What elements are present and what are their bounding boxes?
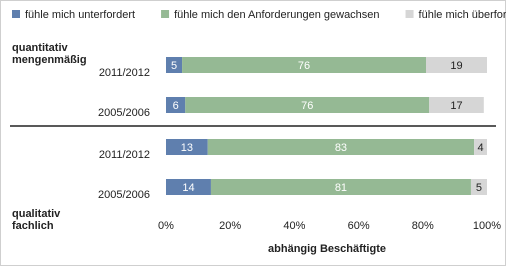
group-label: fachlich — [12, 220, 54, 232]
value-label: 19 — [450, 60, 462, 72]
group-label: qualitativ — [12, 208, 61, 220]
bar-segment — [210, 179, 471, 195]
x-tick-label: 100% — [473, 220, 501, 232]
x-tick-label: 40% — [283, 220, 305, 232]
legend-swatch — [405, 10, 414, 18]
value-label: 5 — [171, 60, 177, 72]
value-label: 17 — [450, 100, 462, 112]
x-tick-label: 60% — [348, 220, 370, 232]
x-tick-label: 0% — [158, 220, 174, 232]
value-label: 14 — [182, 182, 194, 194]
value-label: 83 — [335, 142, 347, 154]
bar-segment — [474, 139, 487, 155]
bar-segment — [470, 179, 487, 195]
value-label: 76 — [301, 100, 313, 112]
value-label: 76 — [298, 60, 310, 72]
bar-segment — [166, 139, 208, 155]
group-label: mengenmäßig — [12, 54, 87, 66]
legend-label: fühle mich unterfordert — [25, 9, 135, 21]
x-axis-label: abhängig Beschäftigte — [268, 243, 386, 255]
legend-swatch — [161, 10, 170, 18]
value-label: 81 — [335, 182, 347, 194]
bar-segment — [166, 57, 183, 73]
bar-segment — [426, 57, 487, 73]
bar-segment — [185, 97, 430, 113]
category-label: 2011/2012 — [99, 149, 150, 161]
group-label: quantitativ — [12, 42, 68, 54]
value-label: 5 — [476, 182, 482, 194]
legend-swatch — [12, 10, 20, 18]
value-label: 6 — [173, 100, 179, 112]
legend-label: fühle mich überfordert — [419, 9, 506, 21]
x-tick-label: 80% — [412, 220, 434, 232]
bar-segment — [166, 97, 186, 113]
category-label: 2011/2012 — [99, 67, 150, 79]
bar-segment — [429, 97, 484, 113]
category-label: 2005/2006 — [98, 189, 150, 201]
category-label: 2005/2006 — [98, 107, 150, 119]
x-tick-label: 20% — [219, 220, 241, 232]
value-label: 4 — [478, 142, 484, 154]
legend-label: fühle mich den Anforderungen gewachsen — [174, 9, 379, 21]
bar-segment — [166, 179, 211, 195]
bar-segment — [182, 57, 427, 73]
bar-segment — [207, 139, 475, 155]
value-label: 13 — [181, 142, 193, 154]
